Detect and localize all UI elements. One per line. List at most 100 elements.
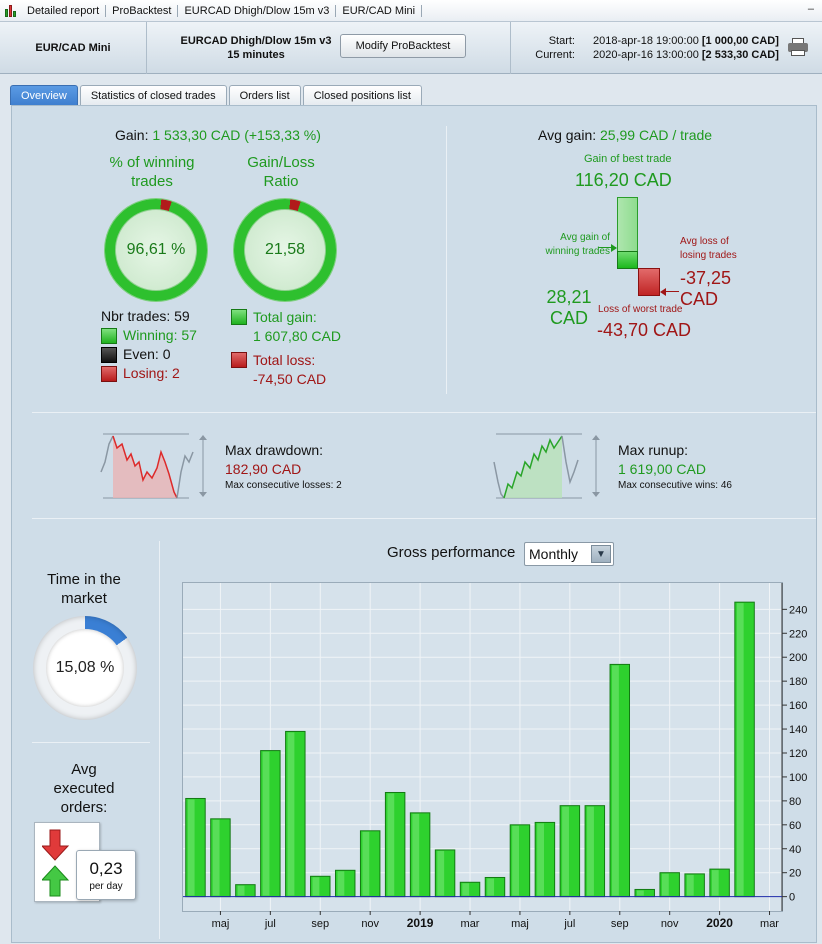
nbr-trades: Nbr trades: 59 [101,308,190,324]
arrow-right-icon [611,244,617,252]
avg-gain-line: Avg gain: 25,99 CAD / trade [538,127,712,143]
performance-bar-highlight [661,873,669,896]
avg-win-label-line1: Avg gain of [560,232,610,243]
performance-bar-highlight [487,878,495,896]
drawdown-sparkline [100,433,207,499]
losing-swatch [101,366,117,382]
y-tick-label: 220 [789,628,807,640]
time-in-market-ring: 15,08 % [33,616,137,720]
performance-chart-area [182,582,783,912]
total-loss-swatch [231,352,247,368]
current-capital: [2 533,30 CAD] [701,49,779,61]
performance-bar-highlight [262,751,270,896]
orders-unit: per day [89,881,123,892]
performance-title: Gross performance [387,544,516,561]
x-tick-label: jul [563,918,575,930]
period-select-value: Monthly [529,546,579,562]
current-label: Current: [535,49,575,61]
breadcrumb-probacktest[interactable]: ProBacktest [106,4,179,17]
start-capital: [1 000,00 CAD] [701,35,779,47]
time-in-market-value: 15,08 % [46,629,124,707]
total-gain: Total gain: 1 607,80 CAD [253,308,341,346]
tab-bar: Overview Statistics of closed trades Ord… [10,85,424,105]
avg-loss-label-line1: Avg loss of [680,236,729,247]
runup-value: 1 619,00 CAD [618,461,706,477]
avg-win-arrow [598,247,616,248]
total-loss-label: Total loss: [253,352,316,368]
breadcrumb-detailed-report[interactable]: Detailed report [21,4,107,17]
divider-3 [32,742,150,743]
chart-candles-icon [4,4,18,18]
divider-1 [32,412,816,413]
gain-loss-ratio-title: Gain/Loss Ratio [226,153,336,191]
runup-sparkline [493,433,600,499]
instrument-name: EUR/CAD Mini [0,22,147,74]
orders-value-box: 0,23 per day [76,850,136,900]
orders-title-line1: Avg [71,761,97,778]
strategy-timeframe: 15 minutes [227,49,285,61]
y-tick-label: 140 [789,724,807,736]
x-tick-label: jul [264,918,276,930]
avg-loss-arrow [665,291,679,292]
runup-sub: Max consecutive wins: 46 [618,480,732,491]
x-tick-label: 2020 [706,916,733,930]
tab-orders-list[interactable]: Orders list [228,85,301,105]
modify-probacktest-button[interactable]: Modify ProBacktest [340,34,466,58]
x-tick-label: mar [760,918,779,930]
performance-bar-highlight [187,799,195,896]
breadcrumb-instrument[interactable]: EUR/CAD Mini [336,4,423,17]
winning-swatch [101,328,117,344]
total-gain-swatch [231,309,247,325]
printer-icon[interactable] [788,38,808,56]
divider-2 [32,518,816,519]
divider-vertical-bottom [159,541,160,939]
orders-title-line2: executed [53,780,115,797]
minimize-button[interactable]: – [807,3,814,15]
strategy-name: EURCAD Dhigh/Dlow 15m v3 [180,35,332,47]
strategy-section: EURCAD Dhigh/Dlow 15m v3 15 minutes Modi… [147,22,511,74]
period-select[interactable]: Monthly ▼ [524,542,614,566]
gain-line: Gain: 1 533,30 CAD (+153,33 %) [115,127,321,143]
orders-title-line3: orders: [60,799,108,816]
overview-panel: Gain: 1 533,30 CAD (+153,33 %) % of winn… [11,105,817,943]
avg-loss-label-line2: losing trades [680,250,737,261]
y-tick-label: 20 [789,868,801,880]
avg-win-bar [617,251,638,269]
y-tick-label: 60 [789,820,801,832]
buy-sell-arrows-icon [42,829,70,897]
ratio-title-line1: Gain/Loss [247,154,315,171]
y-tick-label: 40 [789,844,801,856]
even-count: Even: 0 [123,346,171,362]
tab-overview[interactable]: Overview [10,85,78,105]
avg-win-label-line2: winning trades [545,246,610,257]
worst-trade-label: Loss of worst trade [598,304,683,315]
performance-bar-highlight [237,885,245,896]
dates-section: Start: 2018-apr-18 19:00:00 [1 000,00 CA… [511,22,822,74]
breadcrumb-strategy[interactable]: EURCAD Dhigh/Dlow 15m v3 [178,4,337,17]
tab-closed-positions[interactable]: Closed positions list [302,85,422,105]
performance-bar-highlight [711,870,719,896]
y-tick-label: 80 [789,796,801,808]
market-title-line2: market [61,590,107,607]
avg-orders-title: Avg executed orders: [34,760,134,817]
chevron-down-icon[interactable]: ▼ [591,545,611,563]
total-loss-value: -74,50 CAD [253,371,327,387]
market-title-line1: Time in the [47,571,121,588]
total-gain-label: Total gain: [253,309,317,325]
avg-win-label: Avg gain of winning trades [522,231,610,259]
performance-bar-highlight [412,813,420,896]
performance-bar-highlight [337,871,345,896]
drawdown-label: Max drawdown: [225,442,324,458]
y-tick-label: 0 [789,892,795,904]
x-tick-label: sep [311,918,329,930]
title-bar: Detailed report ProBacktest EURCAD Dhigh… [0,0,822,22]
performance-bar-highlight [287,732,295,896]
y-tick-label: 200 [789,652,807,664]
winning-title-line2: trades [131,173,173,190]
x-tick-label: nov [361,918,379,930]
avg-win-number: 28,21 [546,287,592,307]
performance-bar-highlight [362,831,370,896]
current-value: 2020-apr-16 13:00:00 [2 533,30 CAD] [593,49,779,61]
tab-statistics-closed-trades[interactable]: Statistics of closed trades [79,85,227,105]
x-tick-label: mar [461,918,480,930]
